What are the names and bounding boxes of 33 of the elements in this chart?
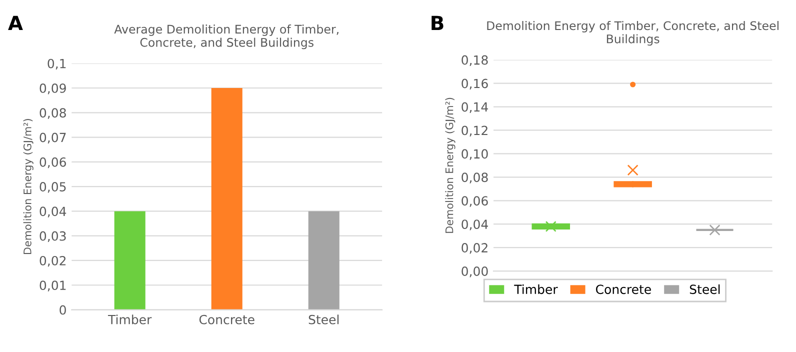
y-tick-label: 0,03 [40, 231, 66, 242]
y-tick-label: 0,18 [462, 55, 488, 66]
legend-label: Steel [690, 284, 720, 294]
y-tick-label: 0,04 [40, 206, 66, 218]
y-axis-title: Demolition Energy (GJ/m²) [445, 98, 456, 233]
chart-title: Average Demolition Energy of Timber, Concrete, and Steel Buildings [114, 24, 338, 50]
legend-label: Concrete [596, 284, 651, 294]
text: A [8, 16, 23, 30]
y-tick-label: 0,14 [462, 102, 488, 113]
x-tick-label: Timber [108, 314, 152, 324]
y-tick-label: 0,09 [40, 83, 66, 94]
y-tick-label: 0,01 [40, 280, 66, 292]
y-tick-label: 0,05 [40, 182, 66, 193]
y-tick-label: 0,12 [462, 126, 488, 136]
x-tick-label: Concrete [199, 314, 254, 324]
y-tick-label: 0,16 [462, 78, 488, 90]
y-tick-label: 0,06 [462, 196, 488, 207]
y-tick-label: 0,10 [462, 149, 488, 160]
y-tick-label: 0,1 [48, 58, 66, 70]
legend-label: Timber [514, 284, 558, 294]
x-tick-label: Steel [308, 314, 339, 324]
y-axis-title: Demolition Energy (GJ/m²) [23, 119, 34, 254]
text: B [432, 16, 444, 30]
y-tick-label: 0,08 [462, 172, 488, 184]
y-tick-label: 0,06 [40, 157, 66, 168]
y-tick-label: 0 [60, 305, 66, 315]
chart-title: Demolition Energy of Timber, Concrete, and Steel Buildings [487, 20, 778, 46]
y-tick-label: 0,02 [462, 243, 488, 254]
y-tick-label: 0,08 [40, 108, 66, 119]
y-tick-label: 0,02 [40, 256, 66, 267]
y-tick-label: 0,00 [462, 266, 488, 278]
y-tick-label: 0,04 [462, 220, 488, 230]
y-tick-label: 0,07 [40, 132, 66, 144]
